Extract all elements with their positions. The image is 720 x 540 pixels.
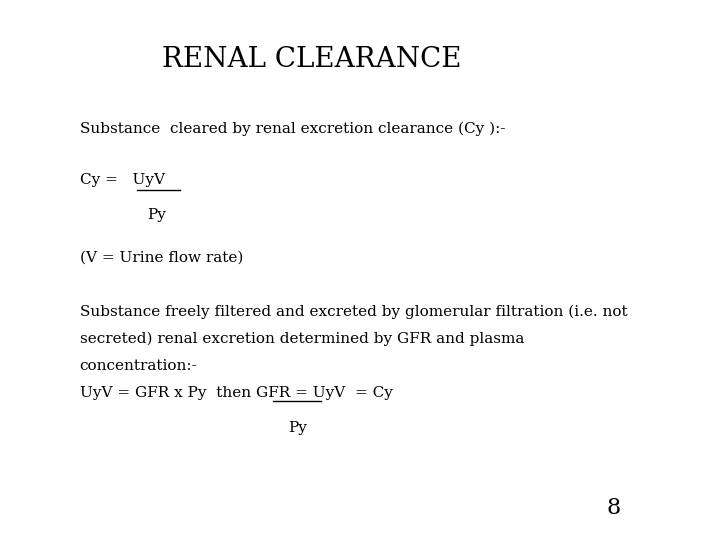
- Text: Substance  cleared by renal excretion clearance (Cy ):-: Substance cleared by renal excretion cle…: [80, 122, 505, 136]
- Text: RENAL CLEARANCE: RENAL CLEARANCE: [162, 46, 462, 73]
- Text: UyV = GFR x Py  then GFR = UyV  = Cy: UyV = GFR x Py then GFR = UyV = Cy: [80, 386, 392, 400]
- Text: (V = Urine flow rate): (V = Urine flow rate): [80, 251, 243, 265]
- Text: Py: Py: [289, 421, 307, 435]
- Text: Cy =   UyV: Cy = UyV: [80, 173, 165, 187]
- Text: Substance freely filtered and excreted by glomerular filtration (i.e. not: Substance freely filtered and excreted b…: [80, 305, 627, 320]
- Text: 8: 8: [606, 497, 621, 519]
- Text: Py: Py: [148, 208, 166, 222]
- Text: concentration:-: concentration:-: [80, 359, 197, 373]
- Text: secreted) renal excretion determined by GFR and plasma: secreted) renal excretion determined by …: [80, 332, 524, 347]
